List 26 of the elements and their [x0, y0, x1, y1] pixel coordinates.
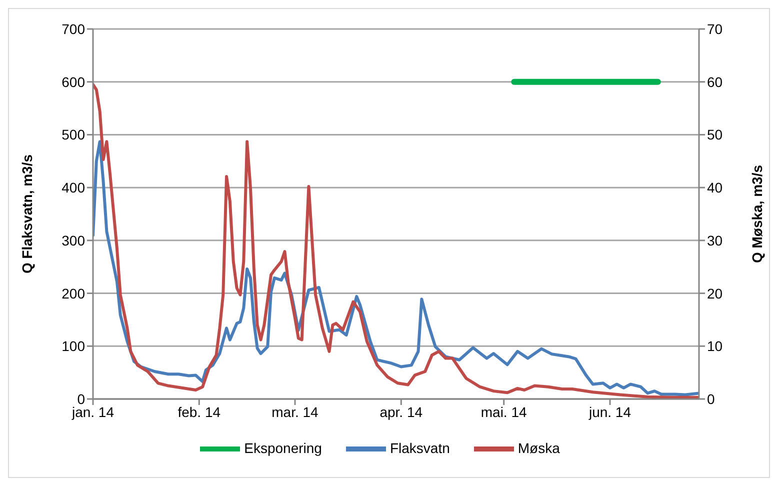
y2-tick-label: 0 [707, 390, 715, 407]
y2-tick-label: 10 [707, 338, 723, 354]
y2-tick-label: 50 [707, 126, 723, 143]
legend-label: Møska [518, 440, 560, 456]
x-tick-label: jun. 14 [588, 404, 632, 420]
y2-tick-label: 40 [707, 180, 723, 196]
y-tick-label: 600 [62, 74, 86, 90]
y2-tick-label: 60 [707, 74, 723, 90]
x-tick-label: feb. 14 [178, 404, 221, 420]
y-tick-label: 100 [62, 338, 86, 354]
y-tick-label: 200 [62, 285, 86, 302]
line-series [93, 140, 699, 396]
x-tick-label: apr. 14 [380, 404, 423, 420]
y2-axis-title: Q Møska, m3/s [748, 164, 765, 264]
y-axis-title: Q Flaksvatn, m3/s [18, 154, 35, 274]
y-tick-label: 500 [62, 126, 86, 143]
y-tick-label: 400 [62, 180, 86, 196]
x-tick-label: mai. 14 [480, 404, 528, 420]
y-tick-label: 300 [62, 232, 86, 248]
y2-tick-label: 70 [707, 20, 723, 37]
y2-tick-label: 20 [707, 285, 723, 302]
y2-tick-label: 30 [707, 232, 723, 248]
legend-label: Eksponering [244, 440, 322, 456]
legend-label: Flaksvatn [390, 440, 450, 456]
x-tick-label: mar. 14 [272, 404, 319, 420]
y-tick-label: 700 [62, 20, 86, 37]
